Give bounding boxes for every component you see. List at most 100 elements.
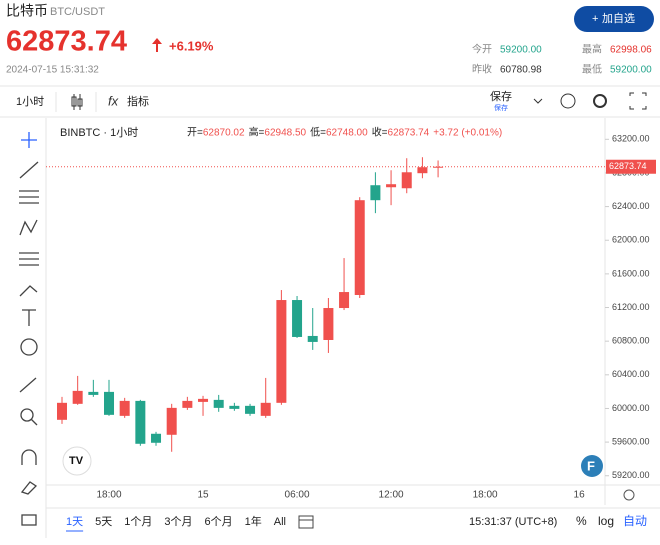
legend-close-label: 收= <box>372 126 388 139</box>
y-tick-label: 60000.00 <box>612 403 650 413</box>
candle-body <box>104 391 115 415</box>
y-tick-label: 60400.00 <box>612 369 650 379</box>
candle-body <box>370 185 381 201</box>
candle-body <box>354 200 365 295</box>
candle-body <box>57 402 67 420</box>
price: 62873.74 <box>6 26 127 58</box>
y-tick-label: 62400.00 <box>612 201 650 211</box>
calendar-icon[interactable] <box>298 515 314 529</box>
f-badge-text: F <box>587 458 595 473</box>
candle-body <box>182 400 193 408</box>
last-price-box <box>606 159 656 174</box>
change: +6.19% <box>169 38 214 53</box>
x-tick-label: 18:00 <box>96 490 121 501</box>
y-tick-label: 59200.00 <box>612 470 650 480</box>
drawing-tools[interactable] <box>19 132 39 526</box>
candle-body <box>276 300 287 403</box>
candle-body <box>245 405 256 414</box>
candle-body <box>119 400 130 416</box>
save-sub: 保存 <box>494 103 508 112</box>
candle-body <box>72 390 83 404</box>
last-price-label: 62873.74 <box>609 161 647 171</box>
auto[interactable]: 自动 <box>623 514 647 528</box>
add-label: 加自选 <box>602 12 635 25</box>
candle-body <box>386 184 397 188</box>
x-tick-label: 12:00 <box>379 490 404 501</box>
up-arrow <box>152 38 162 52</box>
candle-body <box>339 292 350 309</box>
stat-value: 62998.06 <box>610 45 652 56</box>
axis-settings[interactable] <box>623 489 635 501</box>
title: 比特币 <box>6 3 48 19</box>
legend-close: 62873.74 <box>388 128 430 139</box>
legend-open: 62870.02 <box>203 128 245 139</box>
candle-body <box>135 400 146 444</box>
alert-icon[interactable] <box>560 93 576 109</box>
range-button[interactable]: All <box>274 516 286 528</box>
candle-body <box>307 335 318 342</box>
x-tick-label: 18:00 <box>473 490 498 501</box>
legend-high-label: 高= <box>249 126 265 139</box>
fullscreen-icon[interactable] <box>629 92 647 110</box>
range-button[interactable]: 6个月 <box>205 515 233 528</box>
indicators[interactable]: 指标 <box>127 94 149 108</box>
candle-icon[interactable] <box>71 94 83 110</box>
legend-low-label: 低= <box>310 126 326 139</box>
stat-label: 今开 <box>472 43 492 56</box>
x-tick-label: 15 <box>197 490 209 501</box>
legend-symbol: BINBTC · 1小时 <box>60 126 138 139</box>
candle-body <box>198 398 209 402</box>
candle-body <box>292 300 303 337</box>
y-tick-label: 60800.00 <box>612 336 650 346</box>
pair: BTC/USDT <box>50 6 105 18</box>
x-tick-label: 16 <box>574 490 586 501</box>
range-button[interactable]: 5天 <box>95 516 112 528</box>
candle-body <box>433 166 444 168</box>
candle-body <box>88 391 99 395</box>
add-plus: + <box>592 13 598 25</box>
range-button[interactable]: 1天 <box>66 516 83 528</box>
stat-label: 最高 <box>582 43 602 56</box>
tv-logo-text: TV <box>69 455 84 467</box>
range-button[interactable]: 1个月 <box>124 515 152 528</box>
candle-body <box>401 172 412 189</box>
add-button[interactable] <box>574 6 654 32</box>
range-button[interactable]: 3个月 <box>164 515 192 528</box>
time: 15:31:37 (UTC+8) <box>469 516 557 528</box>
candle-body <box>213 399 224 408</box>
stat-value: 59200.00 <box>610 65 652 76</box>
fx-icon: fx <box>108 93 119 108</box>
legend-low: 62748.00 <box>326 128 368 139</box>
save[interactable]: 保存 <box>490 89 512 103</box>
dropdown[interactable] <box>533 98 543 104</box>
timestamp: 2024-07-15 15:31:32 <box>6 65 99 76</box>
stat-value: 59200.00 <box>500 45 542 56</box>
y-tick-label: 59600.00 <box>612 436 650 446</box>
candle-body <box>323 308 334 340</box>
percent[interactable]: % <box>576 514 587 528</box>
stat-label: 最低 <box>582 63 602 76</box>
range-button[interactable]: 1年 <box>245 514 262 528</box>
candle-body <box>151 433 162 443</box>
tv-logo <box>62 446 92 476</box>
f-badge <box>581 455 603 477</box>
interval[interactable]: 1小时 <box>16 95 44 108</box>
candle-body <box>260 402 271 416</box>
x-tick-label: 06:00 <box>285 490 310 501</box>
y-tick-label: 61600.00 <box>612 268 650 278</box>
log[interactable]: log <box>598 514 614 528</box>
candle-body <box>417 167 428 174</box>
legend-open-label: 开= <box>187 128 203 139</box>
stat-value: 60780.98 <box>500 65 542 76</box>
y-tick-label: 62000.00 <box>612 235 650 245</box>
candle-body <box>229 405 240 409</box>
legend-high: 62948.50 <box>264 128 306 139</box>
y-tick-label: 61200.00 <box>612 302 650 312</box>
settings-icon[interactable] <box>593 94 607 108</box>
legend-change: +3.72 (+0.01%) <box>433 128 502 139</box>
y-tick-label: 63200.00 <box>612 134 650 144</box>
candle-body <box>166 407 177 435</box>
stat-label: 昨收 <box>472 63 492 76</box>
